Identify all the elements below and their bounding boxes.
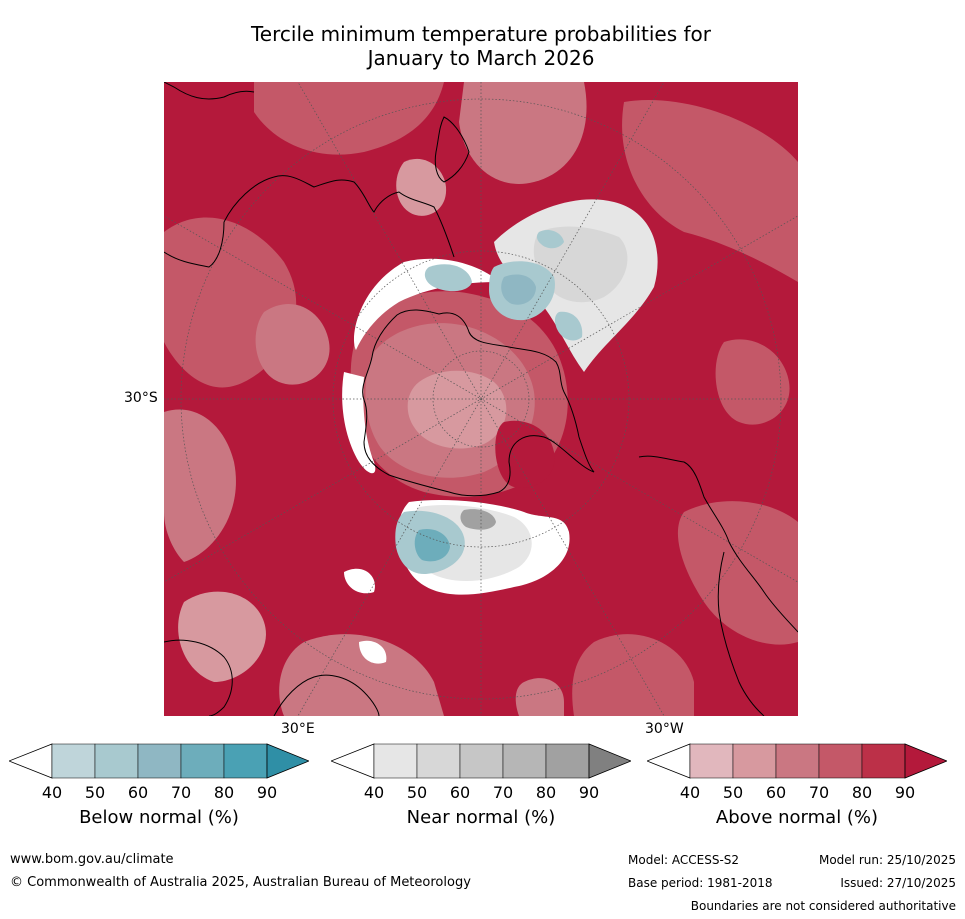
tick: 40 [363,783,385,802]
colorbar-swatch [545,743,590,779]
colorbar-swatch [94,743,139,779]
tick: 80 [535,783,557,802]
antarctica-coast [362,309,595,497]
polar-region [350,291,568,497]
new-zealand-coast [434,116,470,183]
colorbar-above-swatches [647,743,947,779]
lon-label-30w: 30°W [645,721,684,737]
colorbar-swatch [180,743,225,779]
colorbar-lower-extend [331,743,375,779]
colorbar-above-label: Above normal (%) [715,807,879,828]
tick: 60 [449,783,471,802]
lon-label-30e: 30°E [281,721,315,737]
colorbar-upper-extend [588,743,631,779]
colorbar-below-label: Below normal (%) [79,807,239,828]
colorbar-below-swatches [9,743,309,779]
colorbar-swatch [51,743,96,779]
title-line-2: January to March 2026 [367,46,595,70]
colorbar-swatch [689,743,734,779]
south-america-coast [638,455,798,716]
tick: 70 [170,783,192,802]
map-canvas [164,82,798,716]
footer-issued: Issued: 27/10/2025 [840,876,956,890]
lat-label-30s: 30°S [124,390,158,406]
tick: 70 [808,783,830,802]
tick: 70 [492,783,514,802]
tick: 90 [894,783,916,802]
colorbar-near-label: Near normal (%) [406,807,556,828]
colorbar-swatch [775,743,820,779]
tick: 50 [84,783,106,802]
tick: 40 [679,783,701,802]
below-normal-regions [395,230,583,575]
colorbar-near-ticks: 40 50 60 70 80 90 [331,783,631,803]
colorbar-swatch [223,743,268,779]
coastlines [164,82,798,716]
probability-map [164,82,798,716]
footer-base-period: Base period: 1981-2018 [628,876,773,890]
colorbar-lower-extend [647,743,691,779]
colorbar-swatch [459,743,504,779]
tick: 40 [41,783,63,802]
colorbar-swatch [861,743,906,779]
colorbar-swatch [732,743,777,779]
footer-copyright: © Commonwealth of Australia 2025, Austra… [10,875,471,890]
new-guinea-coast [164,82,255,100]
tick: 90 [578,783,600,802]
footer-model: Model: ACCESS-S2 [628,853,740,867]
colorbar-near-swatches [331,743,631,779]
footer-model-run: Model run: 25/10/2025 [818,853,956,867]
tick: 90 [256,783,278,802]
footer-disclaimer: Boundaries are not considered authoritat… [690,899,956,913]
tick: 60 [765,783,787,802]
colorbar-below-ticks: 40 50 60 70 80 90 [9,783,309,803]
colorbar-swatch [502,743,547,779]
colorbar-upper-extend [266,743,309,779]
tick: 50 [406,783,428,802]
colorbar-above-ticks: 40 50 60 70 80 90 [647,783,947,803]
tick: 50 [722,783,744,802]
colorbar-lower-extend [9,743,53,779]
footer-url: www.bom.gov.au/climate [10,852,174,867]
colorbar-swatch [818,743,863,779]
colorbar-swatch [373,743,418,779]
tick: 80 [213,783,235,802]
colorbar-swatch [416,743,461,779]
tick: 60 [127,783,149,802]
graticule [164,82,798,716]
title-line-1: Tercile minimum temperature probabilitie… [250,22,712,46]
map-title: Tercile minimum temperature probabilitie… [164,22,798,70]
above-normal-patches [164,82,798,716]
colorbar-upper-extend [904,743,947,779]
australia-coast [164,175,455,268]
tick: 80 [851,783,873,802]
africa-coast [164,639,380,716]
colorbar-swatch [137,743,182,779]
near-normal-regions [342,199,658,664]
